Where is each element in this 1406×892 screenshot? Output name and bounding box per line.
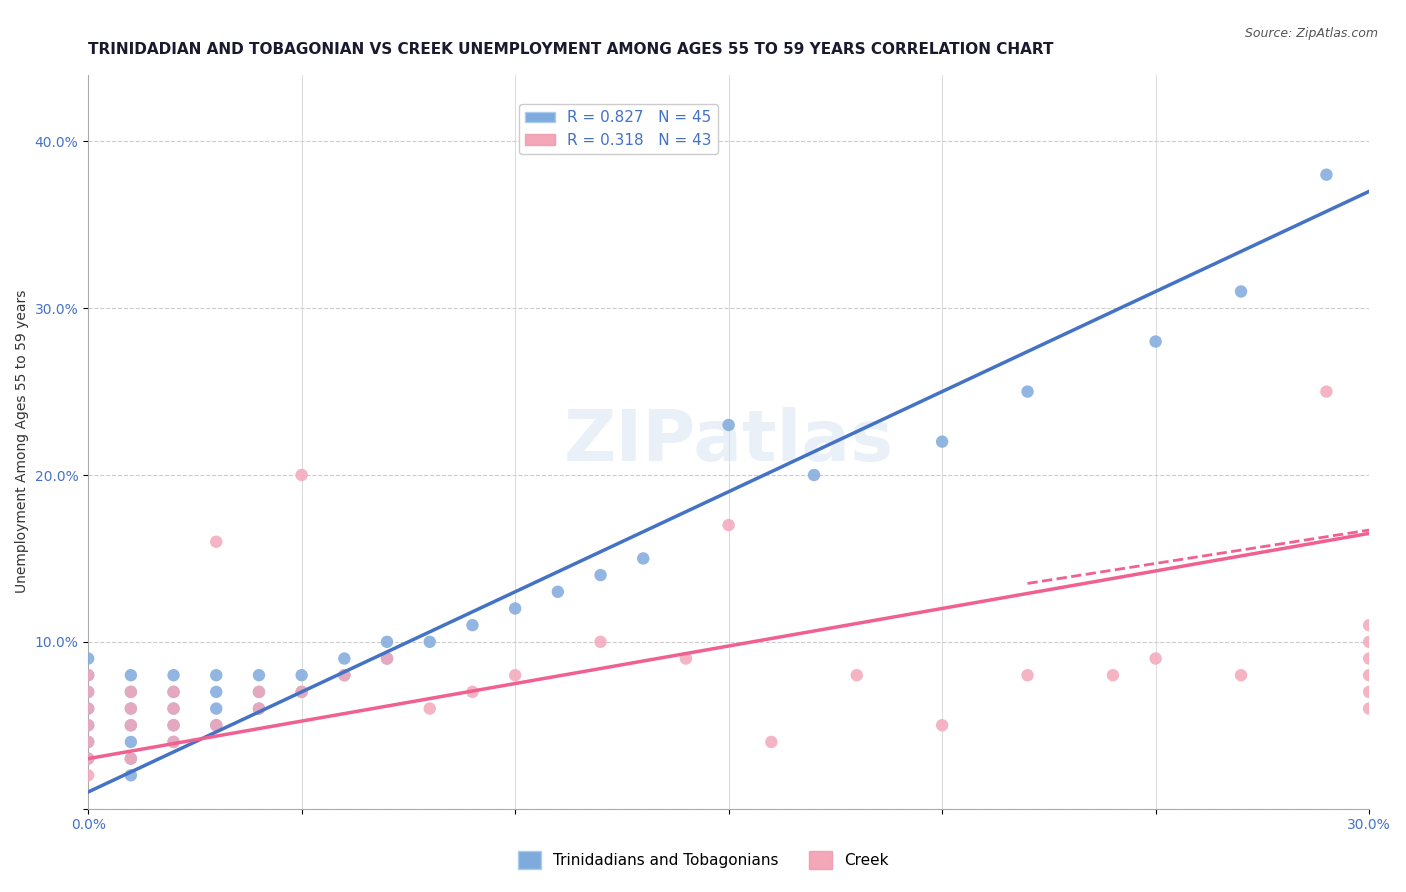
Point [162,685,184,699]
Point [1017,384,1039,399]
Point [1144,651,1167,665]
Point [291,685,314,699]
Point [291,685,314,699]
Point [291,468,314,483]
Point [1230,668,1253,682]
Point [120,751,142,765]
Point [1358,651,1381,665]
Point [1358,635,1381,649]
Point [1358,618,1381,632]
Point [77,668,100,682]
Point [589,635,612,649]
Point [375,635,398,649]
Point [120,768,142,782]
Point [419,635,441,649]
Point [333,668,356,682]
Point [77,768,100,782]
Legend: R = 0.827   N = 45, R = 0.318   N = 43: R = 0.827 N = 45, R = 0.318 N = 43 [519,104,718,154]
Point [247,685,270,699]
Text: ZIPatlas: ZIPatlas [564,407,894,476]
Point [205,534,228,549]
Point [162,701,184,715]
Point [1017,668,1039,682]
Point [589,568,612,582]
Point [120,685,142,699]
Point [1315,384,1337,399]
Y-axis label: Unemployment Among Ages 55 to 59 years: Unemployment Among Ages 55 to 59 years [15,290,30,593]
Point [77,735,100,749]
Point [1230,285,1253,299]
Point [803,468,825,483]
Point [1144,334,1167,349]
Point [291,668,314,682]
Point [247,701,270,715]
Point [761,735,783,749]
Point [461,618,484,632]
Point [205,718,228,732]
Point [717,417,740,432]
Point [1102,668,1125,682]
Point [120,718,142,732]
Point [333,651,356,665]
Point [461,685,484,699]
Point [717,518,740,533]
Point [503,668,526,682]
Point [77,651,100,665]
Text: TRINIDADIAN AND TOBAGONIAN VS CREEK UNEMPLOYMENT AMONG AGES 55 TO 59 YEARS CORRE: TRINIDADIAN AND TOBAGONIAN VS CREEK UNEM… [89,42,1053,57]
Point [631,551,654,566]
Point [547,584,569,599]
Point [931,718,953,732]
Point [120,685,142,699]
Point [77,751,100,765]
Point [162,701,184,715]
Point [205,718,228,732]
Point [77,718,100,732]
Point [162,668,184,682]
Point [162,718,184,732]
Point [375,651,398,665]
Point [77,668,100,682]
Point [77,718,100,732]
Point [205,701,228,715]
Point [120,735,142,749]
Point [77,751,100,765]
Point [77,701,100,715]
Point [120,751,142,765]
Point [1358,701,1381,715]
Point [77,685,100,699]
Point [1358,668,1381,682]
Point [162,685,184,699]
Point [931,434,953,449]
Point [1358,685,1381,699]
Point [77,685,100,699]
Point [162,735,184,749]
Point [77,701,100,715]
Point [419,701,441,715]
Text: Source: ZipAtlas.com: Source: ZipAtlas.com [1244,27,1378,40]
Point [205,668,228,682]
Point [503,601,526,615]
Point [247,668,270,682]
Point [162,718,184,732]
Point [205,685,228,699]
Legend: Trinidadians and Tobagonians, Creek: Trinidadians and Tobagonians, Creek [512,845,894,875]
Point [162,735,184,749]
Point [247,701,270,715]
Point [247,685,270,699]
Point [77,735,100,749]
Point [1315,168,1337,182]
Point [120,668,142,682]
Point [845,668,868,682]
Point [333,668,356,682]
Point [120,701,142,715]
Point [675,651,697,665]
Point [375,651,398,665]
Point [120,701,142,715]
Point [120,718,142,732]
